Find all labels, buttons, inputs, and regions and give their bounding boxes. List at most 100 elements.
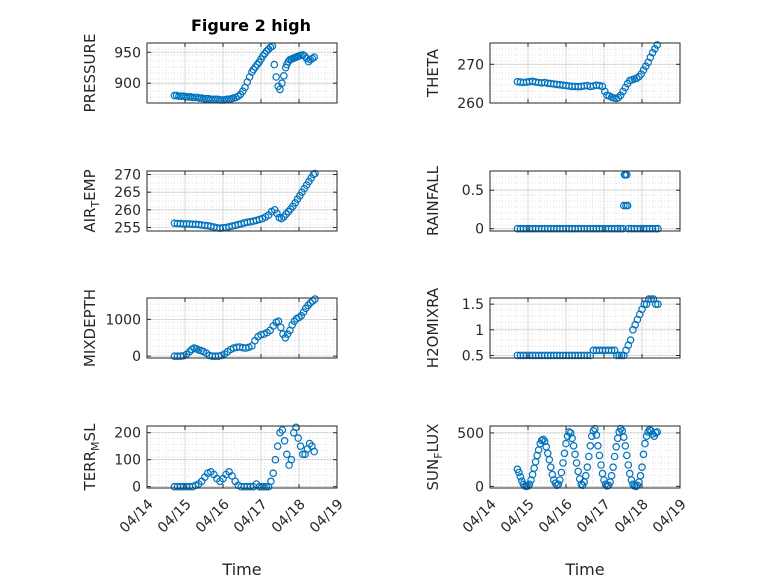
data-point <box>627 476 636 484</box>
data-point <box>308 54 317 63</box>
data-point <box>262 482 271 491</box>
axes-box <box>489 297 681 359</box>
data-point <box>545 455 554 464</box>
y-axis-label: THETA <box>424 48 442 98</box>
data-point <box>619 224 627 233</box>
y-axis-label-rest: EMP <box>81 169 99 200</box>
data-point <box>644 295 653 303</box>
data-point <box>568 434 576 443</box>
y-axis-label-main: THETA <box>424 48 442 98</box>
data-point <box>273 209 281 218</box>
y-tick-label: 1000 <box>105 312 141 328</box>
data-point <box>295 313 303 322</box>
data-point <box>638 463 646 472</box>
data-point <box>653 41 662 49</box>
data-point <box>597 461 605 469</box>
data-point <box>299 308 308 316</box>
y-tick-label: 200 <box>114 426 141 442</box>
data-point <box>581 471 590 480</box>
subplot-theta: 260 270 THETA <box>424 41 681 112</box>
y-axis-label: H2OMIXRA <box>424 287 442 368</box>
y-tick-label: 1.5 <box>462 297 484 313</box>
data-point <box>653 428 662 436</box>
data-point <box>566 429 575 437</box>
data-point <box>228 472 236 480</box>
subplot-pressure: 900 950 PRESSURE <box>81 34 338 113</box>
data-point <box>267 477 275 486</box>
data-point <box>273 442 282 451</box>
data-point <box>297 311 306 320</box>
data-point <box>546 463 555 472</box>
data-point <box>616 91 625 100</box>
x-axis-label: Time <box>221 560 261 579</box>
data-point <box>639 450 648 459</box>
y-axis-label: SUNFLUX <box>424 424 445 491</box>
data-point <box>623 201 632 210</box>
data-point <box>572 459 581 467</box>
subplot-mixdepth: 0 1000 MIXDEPTH <box>81 289 338 367</box>
y-axis-label-main: TERR <box>81 451 99 492</box>
data-point <box>587 432 596 441</box>
y-axis-label-main: AIR <box>81 208 99 233</box>
data-point <box>278 426 287 434</box>
y-axis-label-rest: SL <box>81 423 99 442</box>
data-point <box>554 480 563 489</box>
y-tick-label: 270 <box>457 57 484 73</box>
data-point <box>626 336 635 344</box>
y-axis-label-rest: LUX <box>424 424 442 453</box>
data-point <box>622 451 631 460</box>
y-axis-label-main: SUN <box>424 459 442 491</box>
data-point <box>560 449 569 458</box>
data-point <box>296 442 305 451</box>
data-point <box>584 452 593 461</box>
subplot-h2omixra: 0.5 1 1.5 H2OMIXRA <box>424 287 681 368</box>
data-point <box>310 447 319 456</box>
y-tick-label: 270 <box>114 168 141 184</box>
data-point <box>525 480 534 489</box>
data-point <box>595 451 604 460</box>
data-point <box>617 351 626 360</box>
data-point <box>524 482 532 490</box>
data-point <box>624 461 633 469</box>
data-point <box>583 351 592 360</box>
data-point <box>648 224 657 233</box>
data-point <box>640 300 649 309</box>
data-point <box>600 87 609 96</box>
data-point <box>294 434 303 442</box>
data-point <box>311 169 319 178</box>
data-point <box>239 87 247 96</box>
data-point <box>288 321 297 329</box>
data-point <box>651 300 660 309</box>
y-tick-label: 255 <box>114 220 141 236</box>
data-point <box>607 471 616 480</box>
data-point <box>185 347 194 356</box>
data-point <box>622 171 631 179</box>
data-point <box>278 79 286 88</box>
y-axis-label-main: PRESSURE <box>81 34 99 113</box>
y-tick-label: 900 <box>114 76 141 92</box>
data-point <box>614 93 623 102</box>
x-axis-label: Time <box>564 560 604 579</box>
y-tick-label: 0 <box>132 480 141 496</box>
axes-box <box>146 297 338 359</box>
data-point <box>548 470 557 479</box>
y-tick-label: 0 <box>132 349 141 365</box>
data-point <box>557 468 566 477</box>
subplot-rainfall: 0 0.5 RAINFALL <box>424 165 681 238</box>
axes-box <box>489 170 681 232</box>
y-tick-label: 500 <box>457 426 484 442</box>
axes-box <box>489 42 681 104</box>
data-point <box>636 471 645 480</box>
y-axis-label: MIXDEPTH <box>81 289 99 367</box>
data-point <box>609 463 617 472</box>
y-tick-label: 260 <box>114 203 141 219</box>
data-point <box>595 81 604 90</box>
axes-box <box>146 170 338 232</box>
data-point <box>282 450 291 459</box>
data-point <box>619 87 627 96</box>
data-point <box>559 459 567 467</box>
axes-box <box>489 425 681 489</box>
data-point <box>255 215 264 224</box>
